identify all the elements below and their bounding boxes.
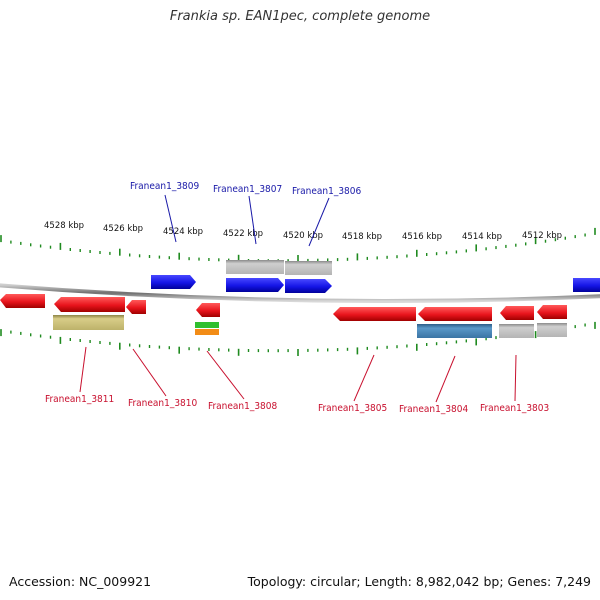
leader-line-3808 bbox=[206, 350, 245, 400]
leader-line-3806 bbox=[308, 197, 330, 247]
gene-franean1-3804-feature[interactable] bbox=[417, 324, 492, 338]
gene-labels: Franean1_3809 Franean1_3807 Franean1_380… bbox=[45, 181, 549, 415]
gene-left-edge[interactable] bbox=[0, 294, 45, 308]
gene-franean1-3806-feature[interactable] bbox=[285, 261, 332, 275]
gene-franean1-3807[interactable] bbox=[226, 278, 284, 292]
genome-backbone bbox=[0, 283, 600, 304]
gene-franean1-3810[interactable] bbox=[126, 300, 146, 314]
gene-label-bottom[interactable]: Franean1_3803 bbox=[480, 403, 549, 414]
tick-label: 4516 kbp bbox=[402, 232, 442, 242]
lower-strand-genes bbox=[0, 294, 567, 338]
accession-text: Accession: NC_009921 bbox=[9, 574, 152, 589]
gene-franean1-3806[interactable] bbox=[285, 279, 332, 293]
gene-franean1-3808[interactable] bbox=[196, 303, 220, 317]
gene-franean1-3803-feature[interactable] bbox=[499, 324, 534, 338]
gene-franean1-3804[interactable] bbox=[418, 307, 492, 321]
upper-tick-track bbox=[0, 227, 596, 263]
gene-franean1-3807-feature[interactable] bbox=[226, 260, 284, 274]
leader-line-3809 bbox=[164, 194, 177, 243]
tick-label: 4514 kbp bbox=[462, 232, 502, 242]
gene-franean1-3809[interactable] bbox=[151, 275, 196, 289]
leader-line-3804 bbox=[435, 355, 456, 403]
genome-summary-text: Topology: circular; Length: 8,982,042 bp… bbox=[247, 574, 591, 589]
genome-title: Frankia sp. EAN1pec, complete genome bbox=[169, 9, 431, 24]
gene-franean1-3808-feature-orange[interactable] bbox=[195, 329, 219, 335]
gene-label-bottom[interactable]: Franean1_3804 bbox=[399, 404, 469, 415]
leader-line-3803 bbox=[514, 354, 517, 402]
gene-label-bottom[interactable]: Franean1_3805 bbox=[318, 403, 387, 414]
gene-franean1-3811[interactable] bbox=[54, 297, 125, 312]
tick-label: 4526 kbp bbox=[103, 224, 143, 234]
gene-franean1-3811-feature[interactable] bbox=[53, 315, 124, 330]
gene-right-edge[interactable] bbox=[573, 278, 600, 292]
tick-label: 4522 kbp bbox=[223, 229, 263, 239]
gene-label-top[interactable]: Franean1_3809 bbox=[130, 181, 200, 192]
gene-label-bottom[interactable]: Franean1_3810 bbox=[128, 398, 198, 409]
tick-label: 4512 kbp bbox=[522, 231, 562, 241]
gene-label-bottom[interactable]: Franean1_3808 bbox=[208, 401, 278, 412]
gene-franean1-3805[interactable] bbox=[333, 307, 416, 321]
leader-line-3805 bbox=[353, 354, 375, 402]
upper-strand-genes bbox=[151, 260, 600, 293]
tick-label: 4528 kbp bbox=[44, 221, 84, 231]
tick-label: 4518 kbp bbox=[342, 232, 382, 242]
leader-line-3810 bbox=[132, 348, 167, 397]
tick-labels: 4528 kbp 4526 kbp 4524 kbp 4522 kbp 4520… bbox=[44, 221, 562, 242]
tick-label: 4520 kbp bbox=[283, 231, 323, 241]
leader-line-3811 bbox=[79, 346, 87, 393]
gene-right-red[interactable] bbox=[537, 305, 567, 319]
gene-right-gray-feature[interactable] bbox=[537, 323, 567, 337]
tick-label: 4524 kbp bbox=[163, 227, 203, 237]
gene-franean1-3803[interactable] bbox=[500, 306, 534, 320]
leader-line-3807 bbox=[248, 195, 257, 245]
leader-lines bbox=[79, 194, 517, 403]
gene-label-top[interactable]: Franean1_3807 bbox=[213, 184, 282, 195]
gene-label-bottom[interactable]: Franean1_3811 bbox=[45, 394, 114, 405]
gene-franean1-3808-feature-green[interactable] bbox=[195, 322, 219, 328]
gene-label-top[interactable]: Franean1_3806 bbox=[292, 186, 362, 197]
